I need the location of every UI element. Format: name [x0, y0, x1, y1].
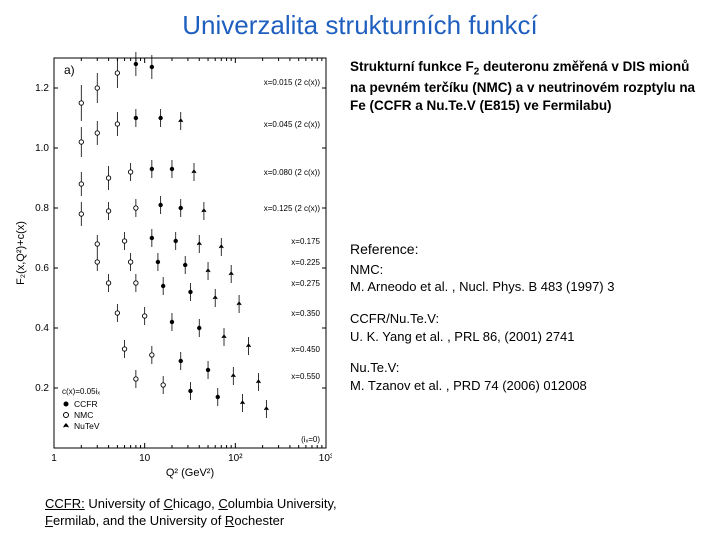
ref-nutev-cite: M. Tzanov et al. , PRD 74 (2006) 012008	[350, 377, 715, 395]
svg-text:x=0.175: x=0.175	[291, 237, 320, 246]
svg-text:10²: 10²	[228, 453, 243, 464]
svg-text:x=0.125 (2 c(x)): x=0.125 (2 c(x))	[264, 204, 321, 213]
svg-text:1: 1	[51, 453, 57, 464]
footer-t5: ochester	[234, 513, 284, 528]
footer-t3: olumbia University,	[228, 496, 337, 511]
ref-ccfr-cite: U. K. Yang et al. , PRL 86, (2001) 2741	[350, 328, 715, 346]
svg-text:x=0.550: x=0.550	[291, 372, 320, 381]
description-text: Strukturní funkce F2 deuteronu změřená v…	[350, 58, 700, 116]
svg-text:x=0.350: x=0.350	[291, 309, 320, 318]
footer-t2: hicago,	[173, 496, 219, 511]
svg-text:0.4: 0.4	[35, 323, 49, 334]
footer-t1: University of	[85, 496, 164, 511]
svg-text:0.2: 0.2	[35, 383, 49, 394]
svg-text:1.2: 1.2	[35, 83, 49, 94]
footer-u4: R	[225, 513, 234, 528]
footer-u1: C	[163, 496, 172, 511]
svg-text:x=0.080 (2 c(x)): x=0.080 (2 c(x))	[264, 168, 321, 177]
footer-u2: C	[218, 496, 227, 511]
svg-text:x=0.015 (2 c(x)): x=0.015 (2 c(x))	[264, 78, 321, 87]
svg-text:1.0: 1.0	[35, 143, 49, 154]
svg-text:NuTeV: NuTeV	[74, 421, 100, 431]
svg-text:x=0.045 (2 c(x)): x=0.045 (2 c(x))	[264, 120, 321, 129]
footer-u3: F	[45, 513, 53, 528]
svg-text:0.8: 0.8	[35, 203, 49, 214]
footer-note: CCFR: University of Chicago, Columbia Un…	[45, 496, 337, 530]
ref-nutev-name: Nu.Te.V:	[350, 359, 715, 377]
ref-nmc-name: NMC:	[350, 261, 715, 279]
svg-text:10: 10	[139, 453, 151, 464]
svg-text:x=0.450: x=0.450	[291, 345, 320, 354]
structure-function-chart: 0.2 0.4 0.6 0.8 1.0 1.2 1 10 10² 10³ Q² (GeV²) F₂(x…	[12, 50, 332, 480]
references-header: Reference:	[350, 240, 715, 259]
svg-text:a): a)	[64, 63, 75, 77]
svg-text:c(x)=0.05iₓ: c(x)=0.05iₓ	[62, 387, 100, 396]
svg-text:x=0.225: x=0.225	[291, 258, 320, 267]
svg-text:F₂(x,Q²)+c(x): F₂(x,Q²)+c(x)	[15, 221, 27, 285]
svg-text:CCFR: CCFR	[74, 399, 98, 409]
svg-text:10³: 10³	[319, 453, 332, 464]
svg-text:Q² (GeV²): Q² (GeV²)	[166, 467, 214, 479]
ref-nmc-cite: M. Arneodo et al. , Nucl. Phys. B 483 (1…	[350, 278, 715, 296]
svg-text:NMC: NMC	[74, 410, 93, 420]
ref-ccfr-name: CCFR/Nu.Te.V:	[350, 310, 715, 328]
desc-part1: Strukturní funkce F	[350, 59, 474, 74]
references-block: Reference: NMC: M. Arneodo et al. , Nucl…	[350, 240, 715, 408]
slide-title: Univerzalita strukturních funkcí	[0, 0, 720, 41]
footer-t4: ermilab, and the University of	[53, 513, 225, 528]
footer-prefix: CCFR:	[45, 496, 85, 511]
svg-text:0.6: 0.6	[35, 263, 49, 274]
svg-text:x=0.275: x=0.275	[291, 279, 320, 288]
svg-text:(iₓ=0): (iₓ=0)	[301, 435, 320, 444]
